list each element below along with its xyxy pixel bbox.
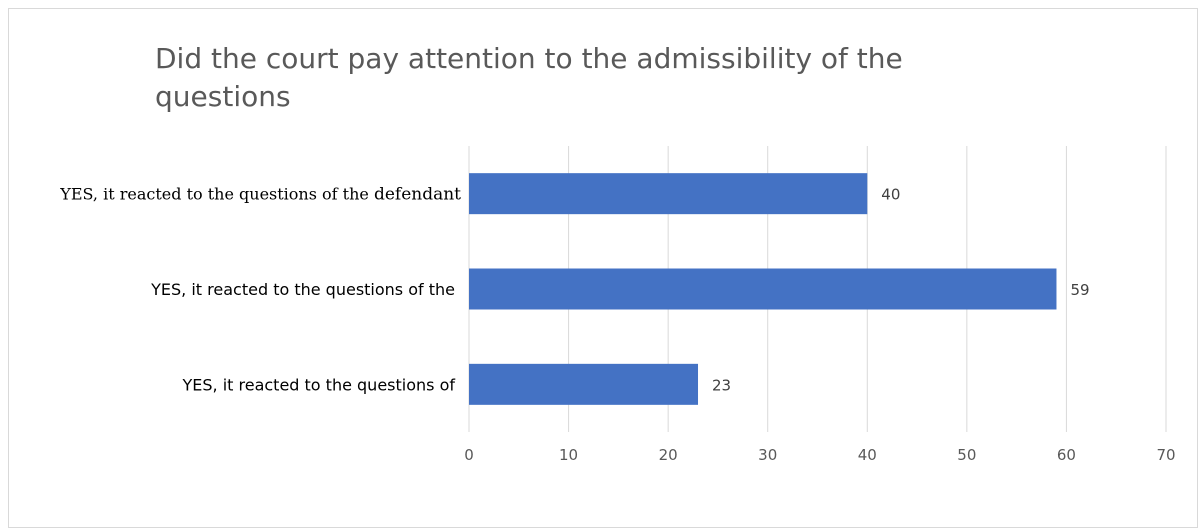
data-label: 40 [881, 186, 900, 204]
x-tick-label: 10 [559, 446, 578, 464]
x-tick-label: 30 [758, 446, 777, 464]
category-label-emphasis: defendant [374, 185, 461, 205]
bar-series: 40 59 23 [469, 173, 1090, 405]
category-label-text: YES, it reacted to the questions of [181, 375, 455, 394]
x-tick-label: 70 [1156, 446, 1175, 464]
category-label: YES, it reacted to the questions of the … [59, 185, 461, 205]
bar-chart: 40 59 23 YES, it reacted to the questions … [59, 146, 1176, 464]
bar [469, 363, 699, 405]
chart-frame [8, 8, 1198, 528]
x-tick-label: 60 [1057, 446, 1076, 464]
data-label: 59 [1070, 281, 1089, 299]
category-label-text: YES, it reacted to the questions of the [150, 280, 455, 299]
category-label-text: YES, it reacted to the questions of the [59, 185, 374, 204]
category-labels: YES, it reacted to the questions of the … [59, 185, 461, 395]
chart-title: Did the court pay attention to the admis… [155, 42, 903, 113]
bar [469, 173, 868, 215]
category-label: YES, it reacted to the questions of [181, 375, 455, 394]
data-label: 23 [712, 376, 731, 394]
x-tick-label: 20 [659, 446, 678, 464]
x-tick-label: 0 [464, 446, 474, 464]
x-axis-ticks: 0 10 20 30 40 50 60 70 [464, 446, 1175, 464]
category-label: YES, it reacted to the questions of the [150, 280, 455, 299]
x-tick-label: 40 [858, 446, 877, 464]
x-tick-label: 50 [957, 446, 976, 464]
bar [469, 268, 1057, 310]
